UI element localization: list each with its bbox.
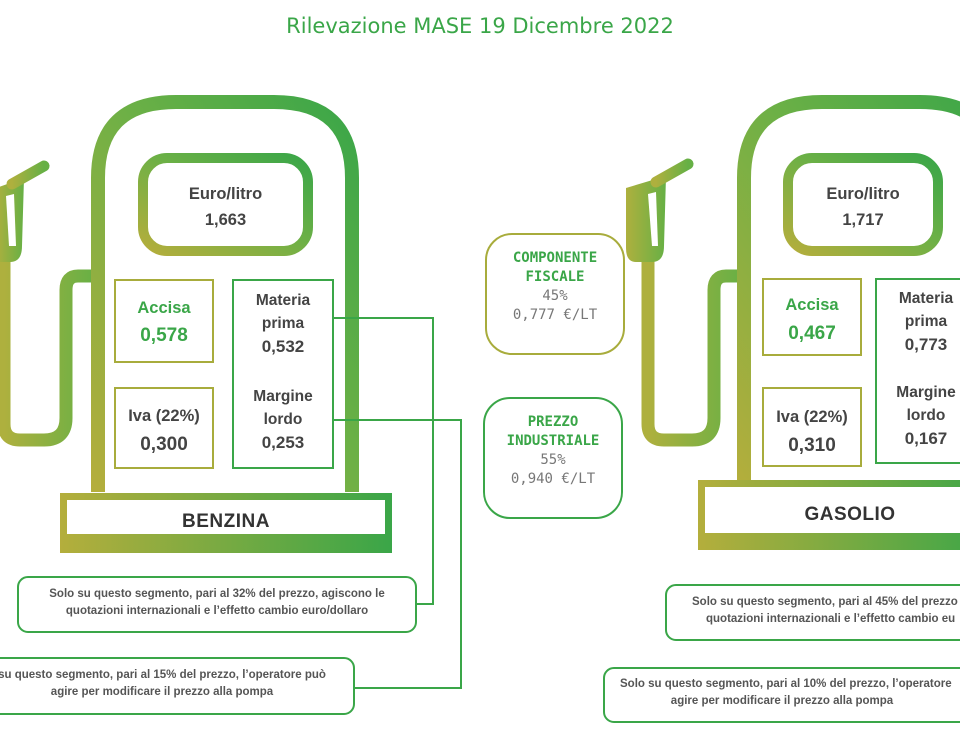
benzina-note1-box (17, 576, 417, 633)
benzina-note2-line2: agire per modificare il prezzo alla pomp… (50, 685, 274, 698)
gasolio-margine-value: 0,167 (904, 429, 948, 449)
benzina-note2: su questo segmento, pari al 15% del prez… (0, 667, 354, 700)
benzina-pump-icon (0, 95, 462, 689)
gasolio-pump-icon (626, 95, 960, 550)
gasolio-materia-value: 0,773 (904, 335, 948, 355)
benzina-accisa-label: Accisa (137, 299, 191, 317)
benzina-accisa-value: 0,578 (140, 325, 188, 346)
gasolio-accisa-value: 0,467 (788, 323, 836, 344)
fiscale-line1: COMPONENTE (512, 250, 598, 266)
benzina-note1-line1: Solo su questo segmento, pari al 32% del… (49, 588, 385, 600)
gasolio-note1-line1: Solo su questo segmento, pari al 45% del… (692, 596, 958, 608)
gasolio-note1-line2: quotazioni internazionali e l’effetto ca… (706, 612, 956, 625)
benzina-materia-label: Materia prima 0,532 (233, 292, 333, 358)
benzina-iva-value: 0,300 (140, 434, 188, 455)
fiscale-text: COMPONENTE FISCALE 45% 0,777 €/LT (486, 249, 624, 325)
fiscale-line2: FISCALE (525, 268, 585, 285)
industriale-line1: PREZZO (527, 414, 579, 430)
gasolio-iva-value: 0,310 (788, 435, 836, 456)
gasolio-unit: Euro/litro (826, 185, 900, 203)
benzina-materia-label-2: prima (261, 314, 305, 332)
benzina-unit: Euro/litro (188, 185, 263, 203)
gasolio-materia-label: Materia prima 0,773 (876, 290, 960, 356)
benzina-price: 1,663 (204, 211, 247, 229)
benzina-margine-value: 0,253 (261, 433, 305, 453)
benzina-margine-label-1: Margine (253, 388, 313, 405)
gasolio-iva-label: Iva (22%) (776, 408, 848, 426)
benzina-margine-label: Margine lordo 0,253 (233, 388, 333, 454)
benzina-note2-box (0, 657, 355, 715)
benzina-materia-value: 0,532 (261, 337, 305, 357)
gasolio-name: GASOLIO (804, 504, 896, 525)
benzina-note2-line1: su questo segmento, pari al 15% del prez… (0, 669, 326, 681)
gasolio-margine-label: Margine lordo 0,167 (876, 384, 960, 450)
page-title: Rilevazione MASE 19 Dicembre 2022 (286, 14, 674, 38)
fiscale-value: 0,777 €/LT (512, 306, 598, 323)
benzina-margine-label-2: lordo (263, 410, 303, 428)
gasolio-accisa-label: Accisa (785, 296, 839, 314)
industriale-line2: INDUSTRIALE (506, 432, 600, 449)
benzina-materia-label-1: Materia (255, 292, 311, 309)
gasolio-margine-label-1: Margine (896, 384, 956, 401)
gasolio-note2-box (603, 667, 960, 723)
industriale-box (483, 397, 623, 519)
benzina-iva-label: Iva (22%) (128, 407, 200, 425)
gasolio-margine-label-2: lordo (906, 406, 946, 424)
industriale-value: 0,940 €/LT (510, 470, 596, 487)
industriale-pct: 55% (540, 451, 566, 468)
benzina-name: BENZINA (182, 511, 270, 532)
gasolio-note2-line1: Solo su questo segmento, pari al 10% del… (620, 678, 952, 690)
gasolio-price: 1,717 (842, 211, 884, 229)
fiscale-box (485, 233, 625, 355)
benzina-note1: Solo su questo segmento, pari al 32% del… (18, 586, 416, 619)
gasolio-note2-line2: agire per modificare il prezzo alla pomp… (670, 694, 894, 707)
industriale-text: PREZZO INDUSTRIALE 55% 0,940 €/LT (484, 413, 622, 489)
benzina-note1-line2: quotazioni internazionali e l’effetto ca… (65, 604, 369, 617)
gasolio-note1: Solo su questo segmento, pari al 45% del… (666, 594, 960, 627)
gasolio-materia-label-1: Materia (898, 290, 954, 307)
gasolio-note2: Solo su questo segmento, pari al 10% del… (604, 676, 960, 709)
gasolio-materia-label-2: prima (904, 312, 948, 330)
gasolio-note1-box (665, 584, 960, 641)
fiscale-pct: 45% (542, 287, 568, 304)
